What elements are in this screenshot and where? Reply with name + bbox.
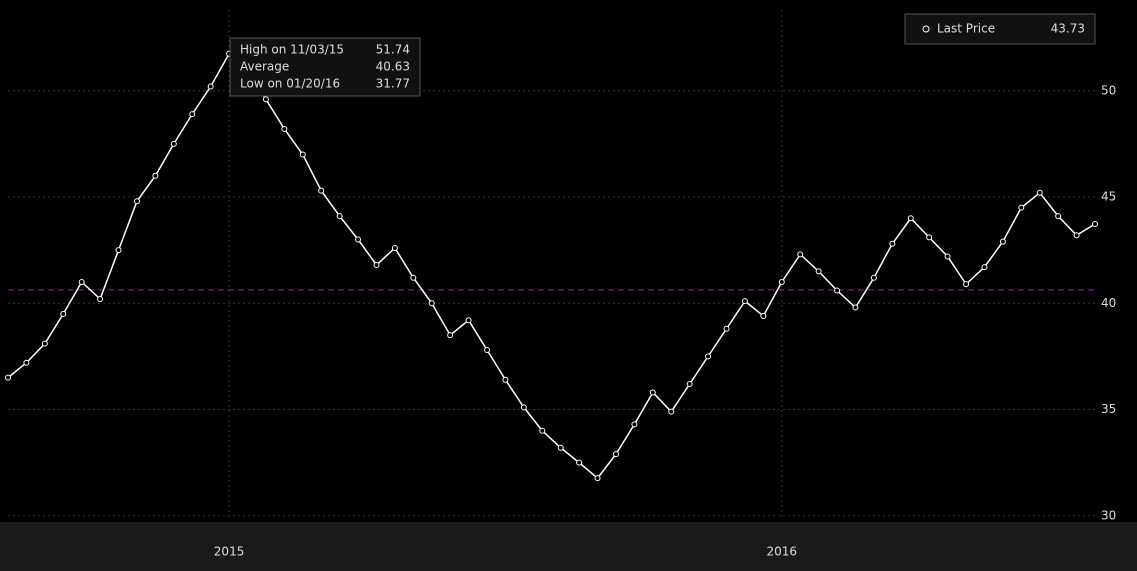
y-tick-label: 35 bbox=[1101, 402, 1116, 416]
legend-entry: Last Price bbox=[937, 22, 995, 36]
price-point bbox=[723, 325, 730, 332]
price-point bbox=[41, 340, 48, 347]
price-point bbox=[465, 317, 472, 324]
price-point bbox=[23, 359, 30, 366]
price-point bbox=[686, 381, 693, 387]
price-point bbox=[870, 274, 877, 281]
price-point bbox=[944, 253, 951, 260]
price-point bbox=[391, 245, 398, 251]
price-point bbox=[834, 287, 841, 294]
last-price-box: Last Price 43.73 bbox=[904, 13, 1096, 45]
x-axis-band bbox=[0, 522, 1137, 571]
price-point bbox=[447, 332, 454, 339]
price-point bbox=[576, 459, 583, 466]
price-point bbox=[5, 374, 11, 381]
price-point bbox=[60, 310, 67, 317]
price-point bbox=[557, 444, 564, 451]
price-point bbox=[705, 353, 712, 360]
x-tick-label: 2016 bbox=[767, 545, 798, 559]
x-tick-label: 2015 bbox=[214, 545, 245, 559]
high-label: High on 11/03/15 bbox=[240, 43, 344, 57]
low-label: Low on 01/20/16 bbox=[240, 77, 340, 91]
price-point bbox=[484, 347, 491, 353]
price-point bbox=[815, 268, 822, 275]
price-point bbox=[741, 298, 748, 305]
price-point bbox=[594, 475, 601, 482]
price-point bbox=[355, 236, 362, 243]
price-point bbox=[281, 126, 288, 132]
price-line bbox=[7, 52, 1096, 480]
y-tick-label: 45 bbox=[1101, 190, 1116, 204]
price-point bbox=[1036, 189, 1043, 196]
price-point bbox=[1073, 232, 1080, 239]
price-point bbox=[1092, 220, 1098, 227]
price-point bbox=[999, 238, 1006, 245]
y-tick-label: 50 bbox=[1101, 83, 1116, 97]
high-value: 51.74 bbox=[376, 43, 410, 57]
legend-marker bbox=[922, 25, 930, 33]
price-point bbox=[207, 83, 214, 90]
price-point bbox=[318, 187, 325, 194]
price-point bbox=[520, 404, 527, 411]
price-point bbox=[1055, 213, 1062, 220]
price-point bbox=[299, 151, 306, 158]
price-point bbox=[170, 140, 177, 147]
price-point bbox=[502, 376, 509, 383]
price-point bbox=[428, 300, 435, 307]
price-point bbox=[981, 264, 988, 271]
price-point bbox=[539, 427, 546, 434]
price-point bbox=[78, 279, 85, 285]
price-point bbox=[189, 111, 196, 118]
legend: High on 11/03/15 51.74 Average 40.63 Low… bbox=[229, 37, 421, 97]
y-tick-label: 40 bbox=[1101, 296, 1116, 310]
price-point bbox=[778, 279, 785, 285]
price-point bbox=[97, 296, 104, 302]
last-price-frame bbox=[904, 13, 1096, 45]
price-point bbox=[115, 247, 122, 254]
price-point bbox=[152, 172, 159, 179]
y-tick-label: 30 bbox=[1101, 508, 1116, 522]
price-point bbox=[797, 251, 804, 258]
price-point bbox=[373, 262, 380, 268]
price-point bbox=[336, 213, 343, 220]
last-price-value: 43.73 bbox=[1051, 22, 1085, 36]
price-point bbox=[889, 240, 896, 247]
average-label: Average bbox=[240, 60, 289, 74]
price-point bbox=[649, 389, 656, 396]
average-value: 40.63 bbox=[376, 60, 410, 74]
price-point bbox=[760, 313, 767, 319]
price-point bbox=[852, 304, 859, 311]
price-point bbox=[963, 281, 970, 288]
price-point bbox=[668, 408, 675, 415]
price-point bbox=[1018, 204, 1025, 211]
legend-box bbox=[229, 37, 421, 97]
price-point bbox=[926, 234, 933, 241]
price-point bbox=[631, 421, 638, 428]
price-point bbox=[410, 274, 417, 281]
price-point bbox=[612, 451, 619, 458]
low-value: 31.77 bbox=[376, 77, 410, 91]
price-point bbox=[262, 96, 269, 103]
price-point bbox=[133, 198, 140, 205]
price-point bbox=[907, 215, 914, 222]
